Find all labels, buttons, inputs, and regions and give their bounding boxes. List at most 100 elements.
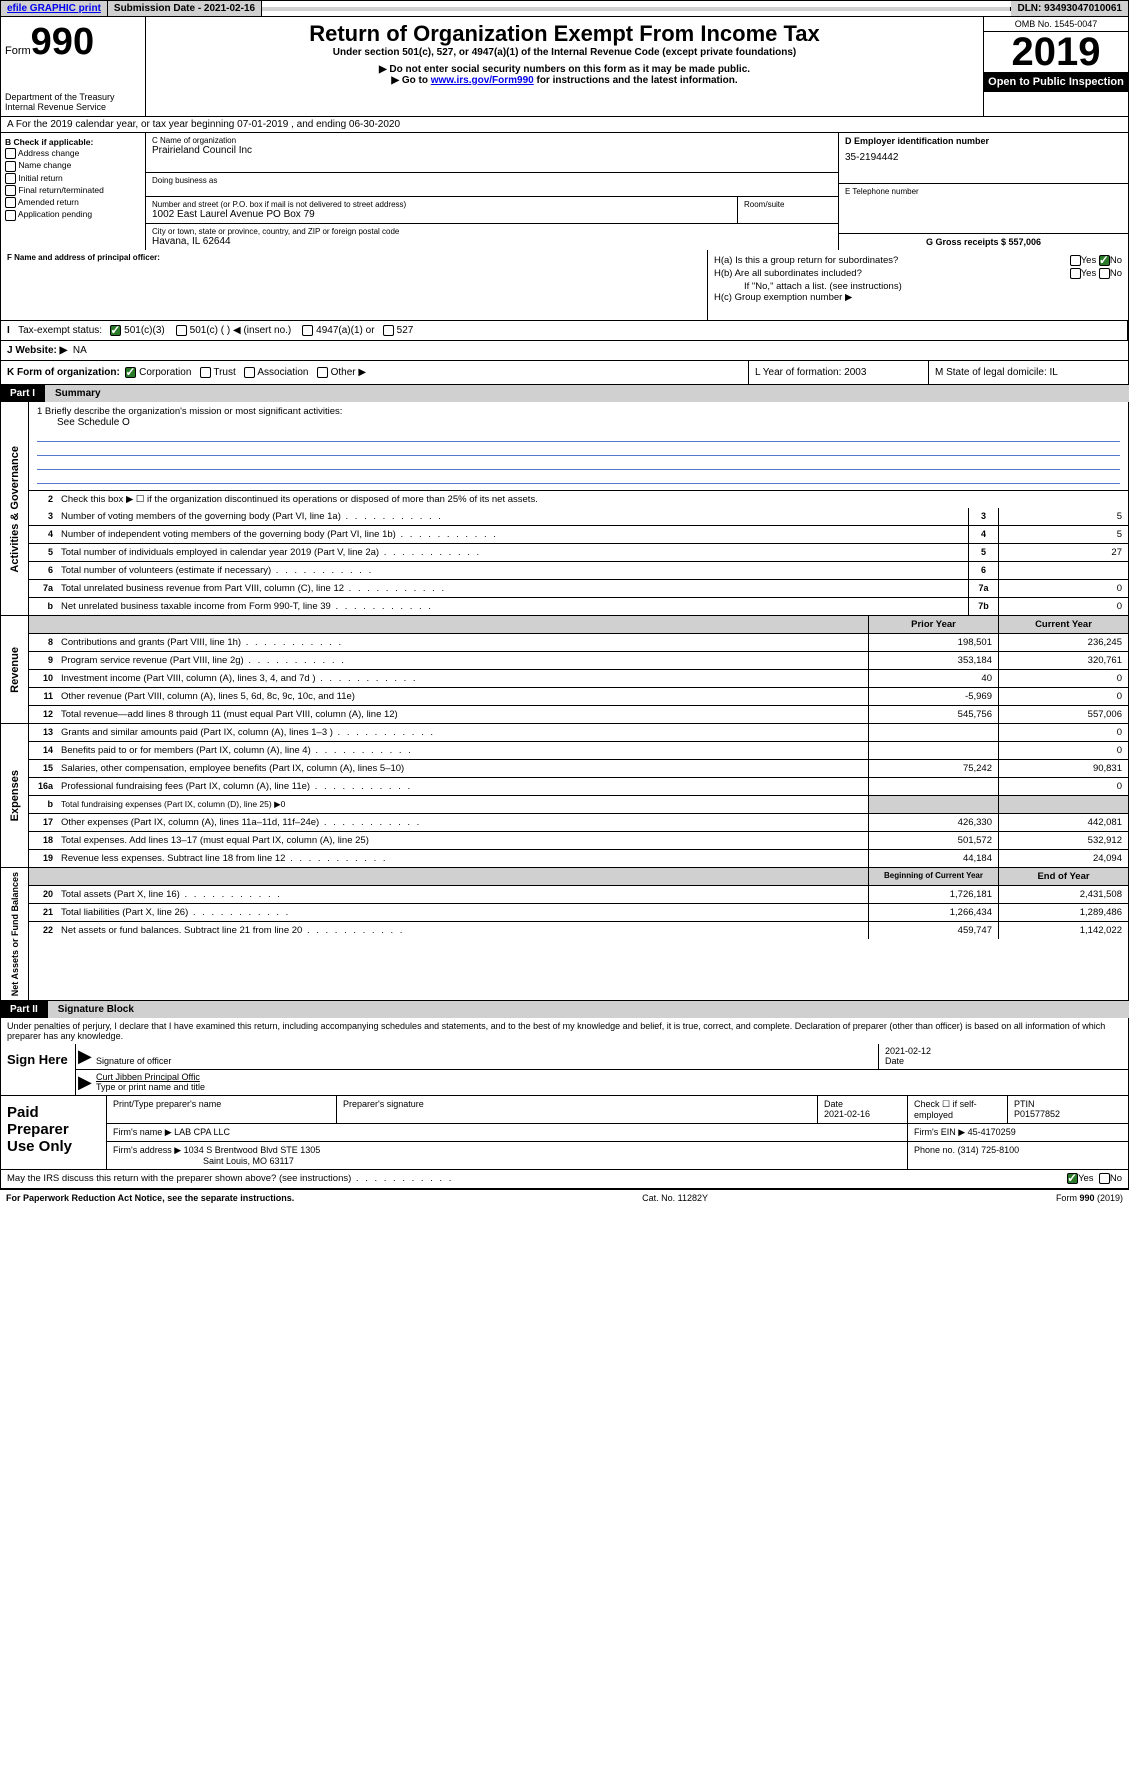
- officer-name: Curt Jibben Principal OfficType or print…: [90, 1070, 1128, 1095]
- hb-yes[interactable]: Yes: [1081, 268, 1097, 279]
- part1-header: Part I Summary: [0, 385, 1129, 402]
- opt-other: Other ▶: [331, 367, 366, 378]
- l22-eoy: 1,142,022: [998, 922, 1128, 939]
- sig-officer-label: Signature of officer: [96, 1056, 171, 1066]
- prep-sig-label: Preparer's signature: [337, 1096, 818, 1123]
- net-assets-section: Net Assets or Fund Balances Beginning of…: [0, 868, 1129, 1001]
- firm-ein-value: 45-4170259: [968, 1127, 1016, 1137]
- cb-4947[interactable]: [302, 325, 313, 336]
- mission-rule: [37, 430, 1120, 442]
- cb-corporation[interactable]: [125, 367, 136, 378]
- line-21-text: Total liabilities (Part X, line 26): [57, 904, 868, 921]
- prep-name-label: Print/Type preparer's name: [107, 1096, 337, 1123]
- line-8-text: Contributions and grants (Part VIII, lin…: [57, 634, 868, 651]
- cb-address-change[interactable]: Address change: [5, 148, 141, 159]
- cb-initial-return[interactable]: Initial return: [5, 173, 141, 184]
- line-16b: bTotal fundraising expenses (Part IX, co…: [29, 796, 1128, 814]
- efile-print-link[interactable]: efile GRAPHIC print: [1, 1, 108, 16]
- line-20: 20Total assets (Part X, line 16) 1,726,1…: [29, 886, 1128, 904]
- firm-phone-label: Phone no.: [914, 1145, 955, 1155]
- signature-block: Under penalties of perjury, I declare th…: [0, 1018, 1129, 1096]
- l21-eoy: 1,289,486: [998, 904, 1128, 921]
- l11-current: 0: [998, 688, 1128, 705]
- discuss-yes-cb[interactable]: [1067, 1173, 1078, 1184]
- mission-rule: [37, 472, 1120, 484]
- website-value: NA: [73, 345, 87, 356]
- firm-city-value: Saint Louis, MO 63117: [113, 1156, 294, 1166]
- cb-other[interactable]: [317, 367, 328, 378]
- hb-no[interactable]: No: [1110, 268, 1122, 279]
- firm-name-value: LAB CPA LLC: [174, 1127, 230, 1137]
- discuss-no-cb[interactable]: [1099, 1173, 1110, 1184]
- l12-prior: 545,756: [868, 706, 998, 723]
- l15-current: 90,831: [998, 760, 1128, 777]
- mission-question: 1 Briefly describe the organization's mi…: [37, 406, 1120, 417]
- footer-left: For Paperwork Reduction Act Notice, see …: [6, 1193, 294, 1203]
- row-i: I Tax-exempt status: 501(c)(3) 501(c) ( …: [0, 321, 1129, 341]
- col-prior: Prior Year: [868, 616, 998, 633]
- l17-prior: 426,330: [868, 814, 998, 831]
- cb-application-pending[interactable]: Application pending: [5, 209, 141, 220]
- line-6: 6Total number of volunteers (estimate if…: [29, 562, 1128, 580]
- l16a-current: 0: [998, 778, 1128, 795]
- opt-501c: 501(c) ( ) ◀ (insert no.): [190, 325, 292, 336]
- irs-link[interactable]: www.irs.gov/Form990: [431, 75, 534, 86]
- officer-signature: Signature of officer: [90, 1044, 878, 1069]
- topbar-spacer: [262, 7, 1011, 11]
- form-990-number: 990: [31, 21, 94, 63]
- year-formation: L Year of formation: 2003: [748, 361, 928, 384]
- form-note-link: ▶ Go to www.irs.gov/Form990 for instruct…: [150, 75, 979, 86]
- line-7b-val: 0: [998, 598, 1128, 615]
- vert-rev-label: Revenue: [7, 643, 23, 697]
- line-16b-text: Total fundraising expenses (Part IX, col…: [57, 796, 868, 813]
- line-22-text: Net assets or fund balances. Subtract li…: [57, 922, 868, 939]
- cb-name-change[interactable]: Name change: [5, 160, 141, 171]
- form-header: Form990 Department of the Treasury Inter…: [0, 17, 1129, 117]
- l15-prior: 75,242: [868, 760, 998, 777]
- line-7b: bNet unrelated business taxable income f…: [29, 598, 1128, 615]
- department-label: Department of the Treasury Internal Reve…: [5, 92, 141, 112]
- l17-current: 442,081: [998, 814, 1128, 831]
- cb-trust[interactable]: [200, 367, 211, 378]
- line-15: 15Salaries, other compensation, employee…: [29, 760, 1128, 778]
- sig-intro: Under penalties of perjury, I declare th…: [1, 1018, 1128, 1044]
- cb-501c3[interactable]: [110, 325, 121, 336]
- cb-527[interactable]: [383, 325, 394, 336]
- officer-name-row: ▶ Curt Jibben Principal OfficType or pri…: [76, 1070, 1128, 1095]
- firm-name-label: Firm's name ▶: [113, 1127, 172, 1137]
- ein-block: D Employer identification number 35-2194…: [839, 133, 1128, 184]
- section-bcd: B Check if applicable: Address change Na…: [0, 133, 1129, 250]
- line-7a: 7aTotal unrelated business revenue from …: [29, 580, 1128, 598]
- line-5: 5Total number of individuals employed in…: [29, 544, 1128, 562]
- firm-addr-value: 1034 S Brentwood Blvd STE 1305: [184, 1145, 321, 1155]
- opt-4947: 4947(a)(1) or: [316, 325, 374, 336]
- submission-date: Submission Date - 2021-02-16: [108, 1, 262, 16]
- prep-row-3: Firm's address ▶ 1034 S Brentwood Blvd S…: [107, 1142, 1128, 1169]
- mission-rule: [37, 444, 1120, 456]
- paid-preparer-label: Paid Preparer Use Only: [1, 1096, 106, 1169]
- opt-corp: Corporation: [139, 367, 191, 378]
- paid-preparer-section: Paid Preparer Use Only Print/Type prepar…: [0, 1096, 1129, 1170]
- ha-yes[interactable]: Yes: [1081, 255, 1097, 266]
- header-mid: Return of Organization Exempt From Incom…: [146, 17, 983, 116]
- col-boy: Beginning of Current Year: [868, 868, 998, 885]
- activities-governance: Activities & Governance 1 Briefly descri…: [0, 402, 1129, 616]
- opt-501c3: 501(c)(3): [124, 325, 165, 336]
- l16a-prior: [868, 778, 998, 795]
- ha-no[interactable]: No: [1110, 255, 1122, 266]
- cb-501c[interactable]: [176, 325, 187, 336]
- prep-self-employed[interactable]: Check ☐ if self-employed: [908, 1096, 1008, 1123]
- line-4-val: 5: [998, 526, 1128, 543]
- l19-prior: 44,184: [868, 850, 998, 867]
- row-j-website: J Website: ▶ NA: [0, 341, 1129, 361]
- cb-association[interactable]: [244, 367, 255, 378]
- org-name-label: C Name of organization: [152, 136, 832, 145]
- row-a-tax-year: A For the 2019 calendar year, or tax yea…: [0, 117, 1129, 133]
- dln: DLN: 93493047010061: [1011, 1, 1128, 16]
- cb-amended-return[interactable]: Amended return: [5, 197, 141, 208]
- row-klm: K Form of organization: Corporation Trus…: [0, 361, 1129, 385]
- cb-final-return[interactable]: Final return/terminated: [5, 185, 141, 196]
- telephone-label: E Telephone number: [845, 187, 1122, 196]
- part2-header: Part II Signature Block: [0, 1001, 1129, 1018]
- mission-rule: [37, 458, 1120, 470]
